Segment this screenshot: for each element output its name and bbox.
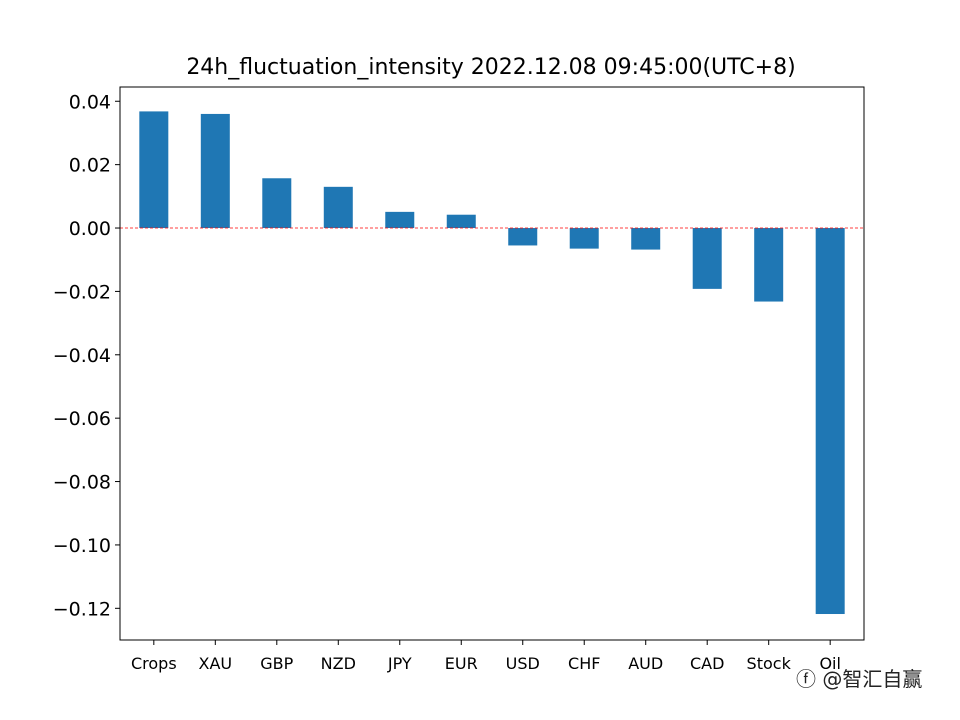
chart-title: 24h_fluctuation_intensity 2022.12.08 09:… — [186, 55, 795, 80]
y-tick-label: −0.08 — [53, 472, 111, 494]
x-tick-label: XAU — [198, 654, 232, 673]
y-axis: 0.04 0.02 0.00 −0.02 −0.04 −0.06 −0.08 −0.10 −0.… — [53, 91, 120, 620]
bar-usd — [508, 228, 538, 246]
bar-xau — [200, 113, 230, 229]
x-tick-label: Crops — [131, 654, 177, 673]
x-tick-label: EUR — [445, 654, 478, 673]
bar-aud — [631, 228, 661, 250]
bar-chf — [569, 228, 599, 249]
bar-crops — [139, 111, 169, 229]
x-tick-label: NZD — [321, 654, 356, 673]
y-tick-label: 0.00 — [69, 218, 111, 240]
bar-oil — [815, 228, 845, 615]
x-tick-label: Oil — [819, 654, 840, 673]
x-tick-label: CHF — [568, 654, 600, 673]
x-tick-label: USD — [506, 654, 540, 673]
y-tick-label: −0.10 — [53, 535, 111, 557]
x-axis: Crops XAU GBP NZD JPY EUR USD CHF AUD CAD Stock Oil — [131, 640, 841, 673]
y-tick-label: −0.04 — [53, 345, 111, 367]
x-tick-label: CAD — [690, 654, 724, 673]
bar-jpy — [385, 211, 415, 229]
x-tick-label: AUD — [628, 654, 663, 673]
y-tick-label: −0.02 — [53, 281, 111, 303]
bar-nzd — [323, 186, 353, 229]
bar-gbp — [262, 178, 292, 229]
bars-group — [139, 111, 845, 615]
x-tick-label: GBP — [260, 654, 293, 673]
x-tick-label: JPY — [387, 654, 412, 673]
watermark: ⓕ @智汇自赢 — [796, 667, 923, 691]
x-tick-label: Stock — [747, 654, 792, 673]
y-tick-label: −0.12 — [53, 598, 111, 620]
y-tick-label: 0.04 — [69, 91, 111, 113]
y-tick-label: 0.02 — [69, 155, 111, 177]
bar-stock — [754, 228, 784, 302]
bar-cad — [692, 228, 722, 289]
y-tick-label: −0.06 — [53, 408, 111, 430]
bar-eur — [446, 214, 476, 229]
axes-frame — [119, 86, 865, 641]
